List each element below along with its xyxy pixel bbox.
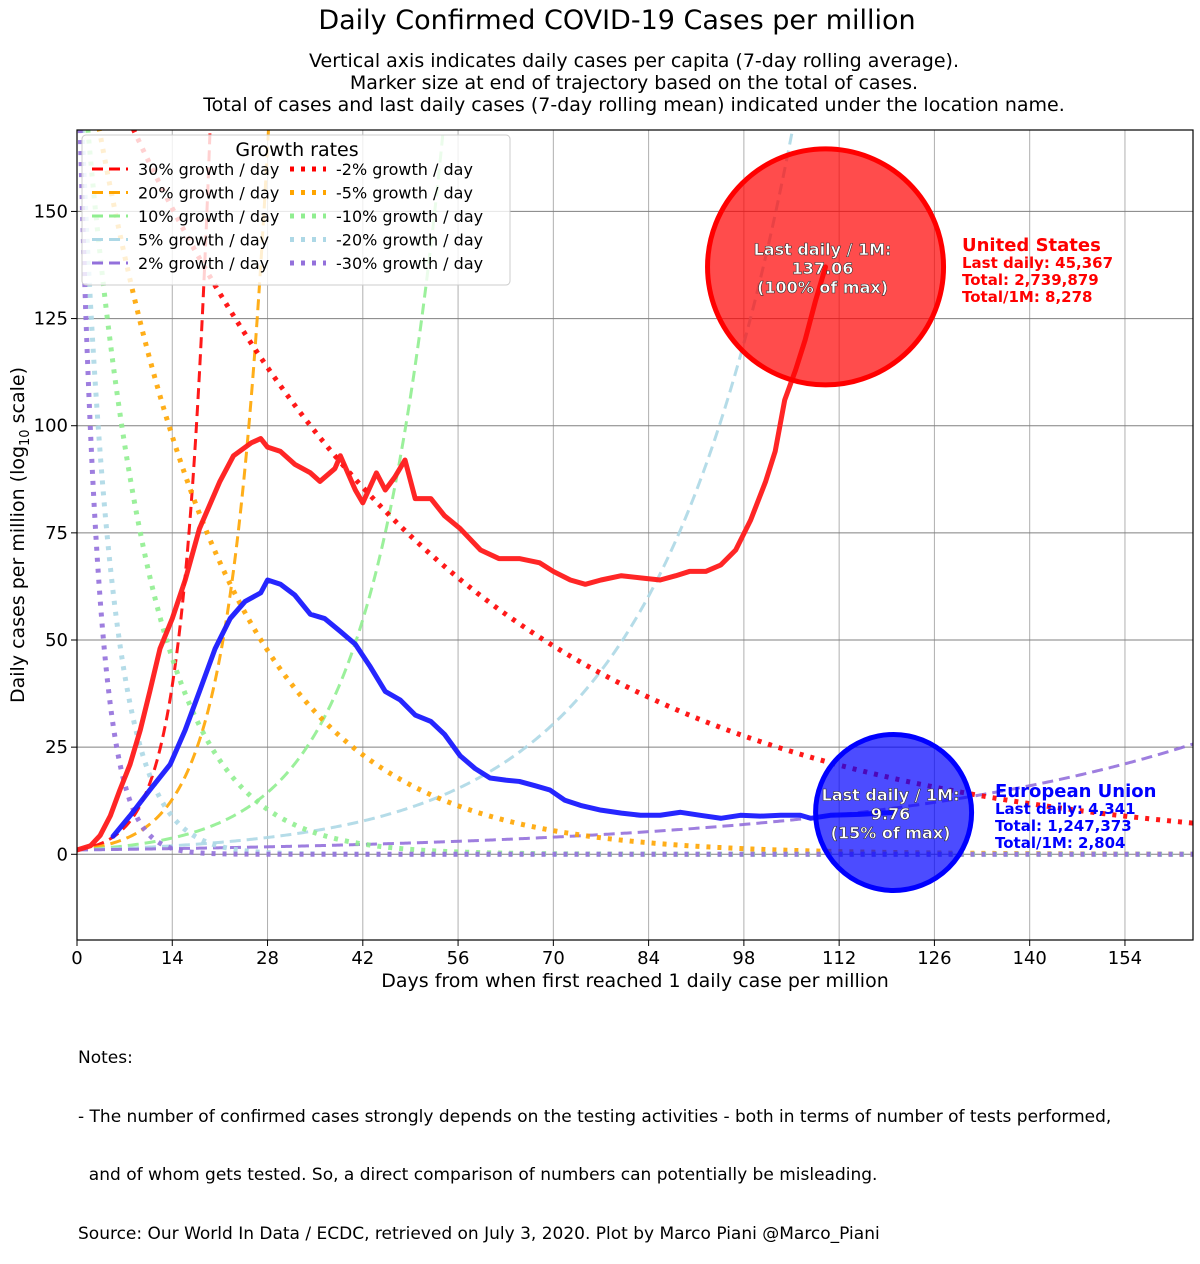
notes-heading: Notes:	[78, 1048, 133, 1068]
legend-label: -10% growth / day	[336, 207, 483, 226]
growth-line-20pct	[77, 130, 270, 852]
series-line-united-states	[77, 264, 829, 853]
chart-subtitle-3: Total of cases and last daily cases (7-d…	[202, 94, 1065, 116]
series-line-european-union	[110, 577, 897, 839]
growth-reference-lines	[77, 130, 1193, 857]
y-tick-label: 25	[45, 737, 68, 758]
x-tick-label: 154	[1108, 948, 1142, 969]
legend-label: -30% growth / day	[336, 254, 483, 273]
notes: Notes: - The number of confirmed cases s…	[78, 1010, 1111, 1264]
legend-label: -5% growth / day	[336, 184, 473, 203]
growth-line-30pct	[77, 130, 212, 852]
axis-ticks: 0 14 28 42 56 70 84 98 112 126 140 154 0 25 50 75 100 125…	[34, 201, 1142, 969]
marker-label: (100% of max)	[757, 278, 888, 297]
growth-line-5pct	[77, 130, 795, 852]
marker-label: Last daily / 1M:	[754, 240, 892, 259]
x-tick-label: 28	[256, 948, 279, 969]
x-tick-label: 42	[351, 948, 374, 969]
chart-subtitle-2: Marker size at end of trajectory based o…	[350, 72, 918, 94]
growth-line--10pct	[85, 130, 1193, 857]
x-axis-label: Days from when first reached 1 daily cas…	[381, 970, 889, 992]
series-stat-label: Total/1M: 8,278	[962, 288, 1093, 306]
growth-line--20pct	[79, 130, 1193, 857]
legend-label: -20% growth / day	[336, 231, 483, 250]
x-tick-label: 140	[1013, 948, 1047, 969]
notes-source: Source: Our World In Data / ECDC, retrie…	[78, 1223, 880, 1244]
marker-label: 137.06	[792, 259, 854, 278]
notes-line-1: - The number of confirmed cases strongly…	[78, 1106, 1112, 1127]
y-tick-label: 150	[34, 201, 68, 222]
legend-title: Growth rates	[235, 139, 358, 161]
series-name-label: United States	[962, 235, 1101, 256]
x-tick-label: 56	[447, 948, 470, 969]
growth-line--2pct	[130, 130, 1193, 826]
series-stat-label: Last daily: 45,367	[962, 254, 1113, 272]
x-tick-label: 14	[161, 948, 184, 969]
y-tick-label: 0	[57, 844, 68, 865]
y-tick-label: 100	[34, 416, 68, 437]
growth-line--30pct	[77, 130, 1193, 857]
notes-line-2: and of whom gets tested. So, a direct co…	[78, 1165, 878, 1185]
chart-subtitle-1: Vertical axis indicates daily cases per …	[309, 50, 959, 72]
x-tick-label: 0	[71, 948, 82, 969]
legend-label: 30% growth / day	[138, 160, 279, 179]
x-tick-label: 112	[822, 948, 856, 969]
legend: Growth rates 30% growth / day 20% growth …	[81, 134, 511, 286]
marker-label: Last daily / 1M:	[822, 785, 960, 804]
marker-label: (15% of max)	[831, 823, 951, 842]
y-tick-label: 125	[34, 309, 68, 330]
end-marker-european-union	[813, 731, 975, 893]
legend-label: 2% growth / day	[138, 254, 269, 273]
end-marker-united-states	[705, 146, 947, 388]
series-stat-label: Total/1M: 2,804	[995, 834, 1126, 852]
series-stat-label: Last daily: 4,341	[995, 800, 1136, 818]
growth-line--5pct	[96, 130, 1193, 857]
chart: Daily Confirmed COVID-19 Cases per milli…	[7, 5, 1194, 992]
legend-label: -2% growth / day	[336, 160, 473, 179]
legend-label: 20% growth / day	[138, 184, 279, 203]
x-tick-label: 84	[637, 948, 660, 969]
end-markers: Last daily / 1M:137.06(100% of max)Last …	[705, 146, 975, 893]
chart-title: Daily Confirmed COVID-19 Cases per milli…	[318, 5, 915, 36]
y-tick-label: 75	[45, 523, 68, 544]
series-stat-label: Total: 1,247,373	[995, 817, 1132, 835]
y-tick-label: 50	[45, 630, 68, 651]
marker-label: 9.76	[871, 804, 910, 823]
legend-label: 5% growth / day	[138, 231, 269, 250]
series-name-label: European Union	[995, 781, 1156, 802]
growth-line-10pct	[77, 130, 445, 852]
x-tick-label: 98	[732, 948, 755, 969]
legend-box	[81, 134, 511, 286]
plot-frame	[76, 129, 1194, 941]
y-axis-label: Daily cases per million (log10 scale)	[7, 367, 33, 703]
series-lines	[77, 264, 897, 853]
legend-label: 10% growth / day	[138, 207, 279, 226]
x-tick-label: 126	[917, 948, 951, 969]
x-tick-label: 70	[542, 948, 565, 969]
series-stat-label: Total: 2,739,879	[962, 271, 1099, 289]
